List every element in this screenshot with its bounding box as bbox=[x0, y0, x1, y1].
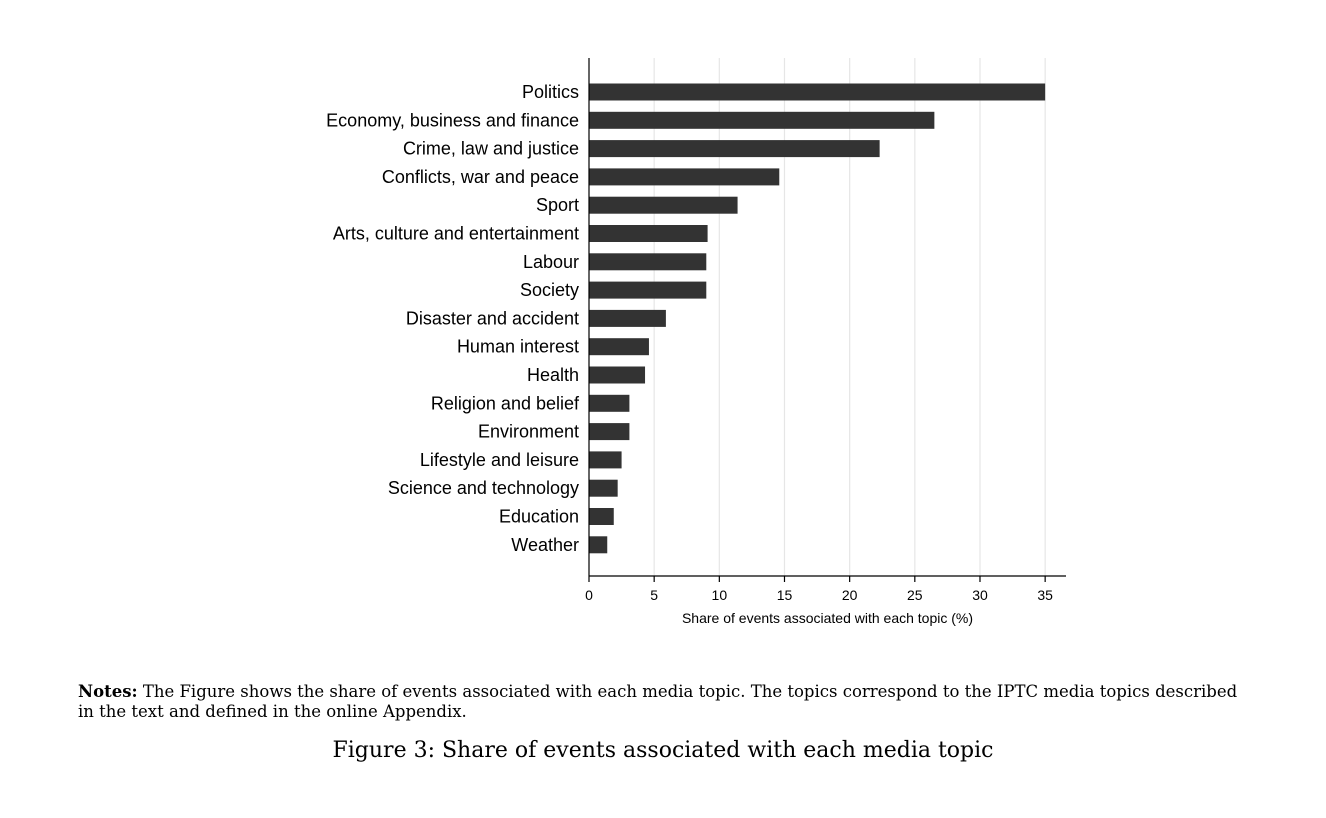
category-label-13: Lifestyle and leisure bbox=[420, 450, 579, 470]
figure-notes: Notes: The Figure shows the share of eve… bbox=[78, 682, 1258, 722]
category-label-16: Weather bbox=[511, 535, 579, 555]
bar-3 bbox=[589, 168, 780, 186]
bar-10 bbox=[589, 366, 646, 384]
bar-9 bbox=[589, 338, 649, 356]
x-tick-label-30: 30 bbox=[972, 587, 988, 603]
category-label-9: Human interest bbox=[457, 337, 579, 357]
category-label-15: Education bbox=[499, 507, 579, 527]
bar-15 bbox=[589, 508, 614, 525]
category-label-6: Labour bbox=[523, 252, 579, 272]
category-label-8: Disaster and accident bbox=[406, 308, 579, 328]
bar-0 bbox=[589, 83, 1046, 101]
x-tick-label-0: 0 bbox=[585, 587, 593, 603]
category-label-14: Science and technology bbox=[388, 478, 579, 498]
category-label-3: Conflicts, war and peace bbox=[382, 167, 579, 187]
notes-text: The Figure shows the share of events ass… bbox=[78, 682, 1238, 721]
category-label-0: Politics bbox=[522, 82, 579, 102]
category-label-10: Health bbox=[527, 365, 579, 385]
bar-8 bbox=[589, 309, 666, 327]
bar-5 bbox=[589, 225, 708, 242]
category-label-12: Environment bbox=[478, 422, 579, 442]
x-axis-ticks: 0 5 10 15 20 25 30 35 bbox=[585, 576, 1053, 603]
bar-11 bbox=[589, 394, 630, 412]
category-label-2: Crime, law and justice bbox=[403, 139, 579, 159]
x-axis-title: Share of events associated with each top… bbox=[682, 610, 973, 626]
figure-caption: Figure 3: Share of events associated wit… bbox=[332, 738, 994, 763]
bar-6 bbox=[589, 253, 707, 271]
notes-label: Notes: bbox=[78, 682, 138, 701]
bar-4 bbox=[589, 196, 738, 214]
x-tick-label-5: 5 bbox=[650, 587, 658, 603]
x-tick-label-25: 25 bbox=[907, 587, 923, 603]
bar-16 bbox=[589, 536, 608, 554]
bar-14 bbox=[589, 479, 618, 497]
bar-chart: Politics Economy, business and finance Cri… bbox=[326, 58, 1066, 626]
x-tick-label-20: 20 bbox=[842, 587, 858, 603]
bar-1 bbox=[589, 111, 935, 129]
x-tick-label-10: 10 bbox=[712, 587, 728, 603]
bar-12 bbox=[589, 423, 630, 441]
bar-13 bbox=[589, 451, 622, 469]
bars bbox=[589, 83, 1046, 554]
bar-7 bbox=[589, 281, 707, 299]
gridlines bbox=[653, 58, 1046, 576]
category-label-7: Society bbox=[520, 280, 579, 300]
category-label-11: Religion and belief bbox=[431, 393, 580, 413]
category-labels: Politics Economy, business and finance Cri… bbox=[326, 82, 580, 555]
x-tick-label-35: 35 bbox=[1037, 587, 1053, 603]
category-label-1: Economy, business and finance bbox=[326, 110, 579, 130]
bar-2 bbox=[589, 140, 880, 158]
category-label-4: Sport bbox=[536, 195, 579, 215]
category-label-5: Arts, culture and entertainment bbox=[333, 224, 579, 244]
x-tick-label-15: 15 bbox=[777, 587, 793, 603]
